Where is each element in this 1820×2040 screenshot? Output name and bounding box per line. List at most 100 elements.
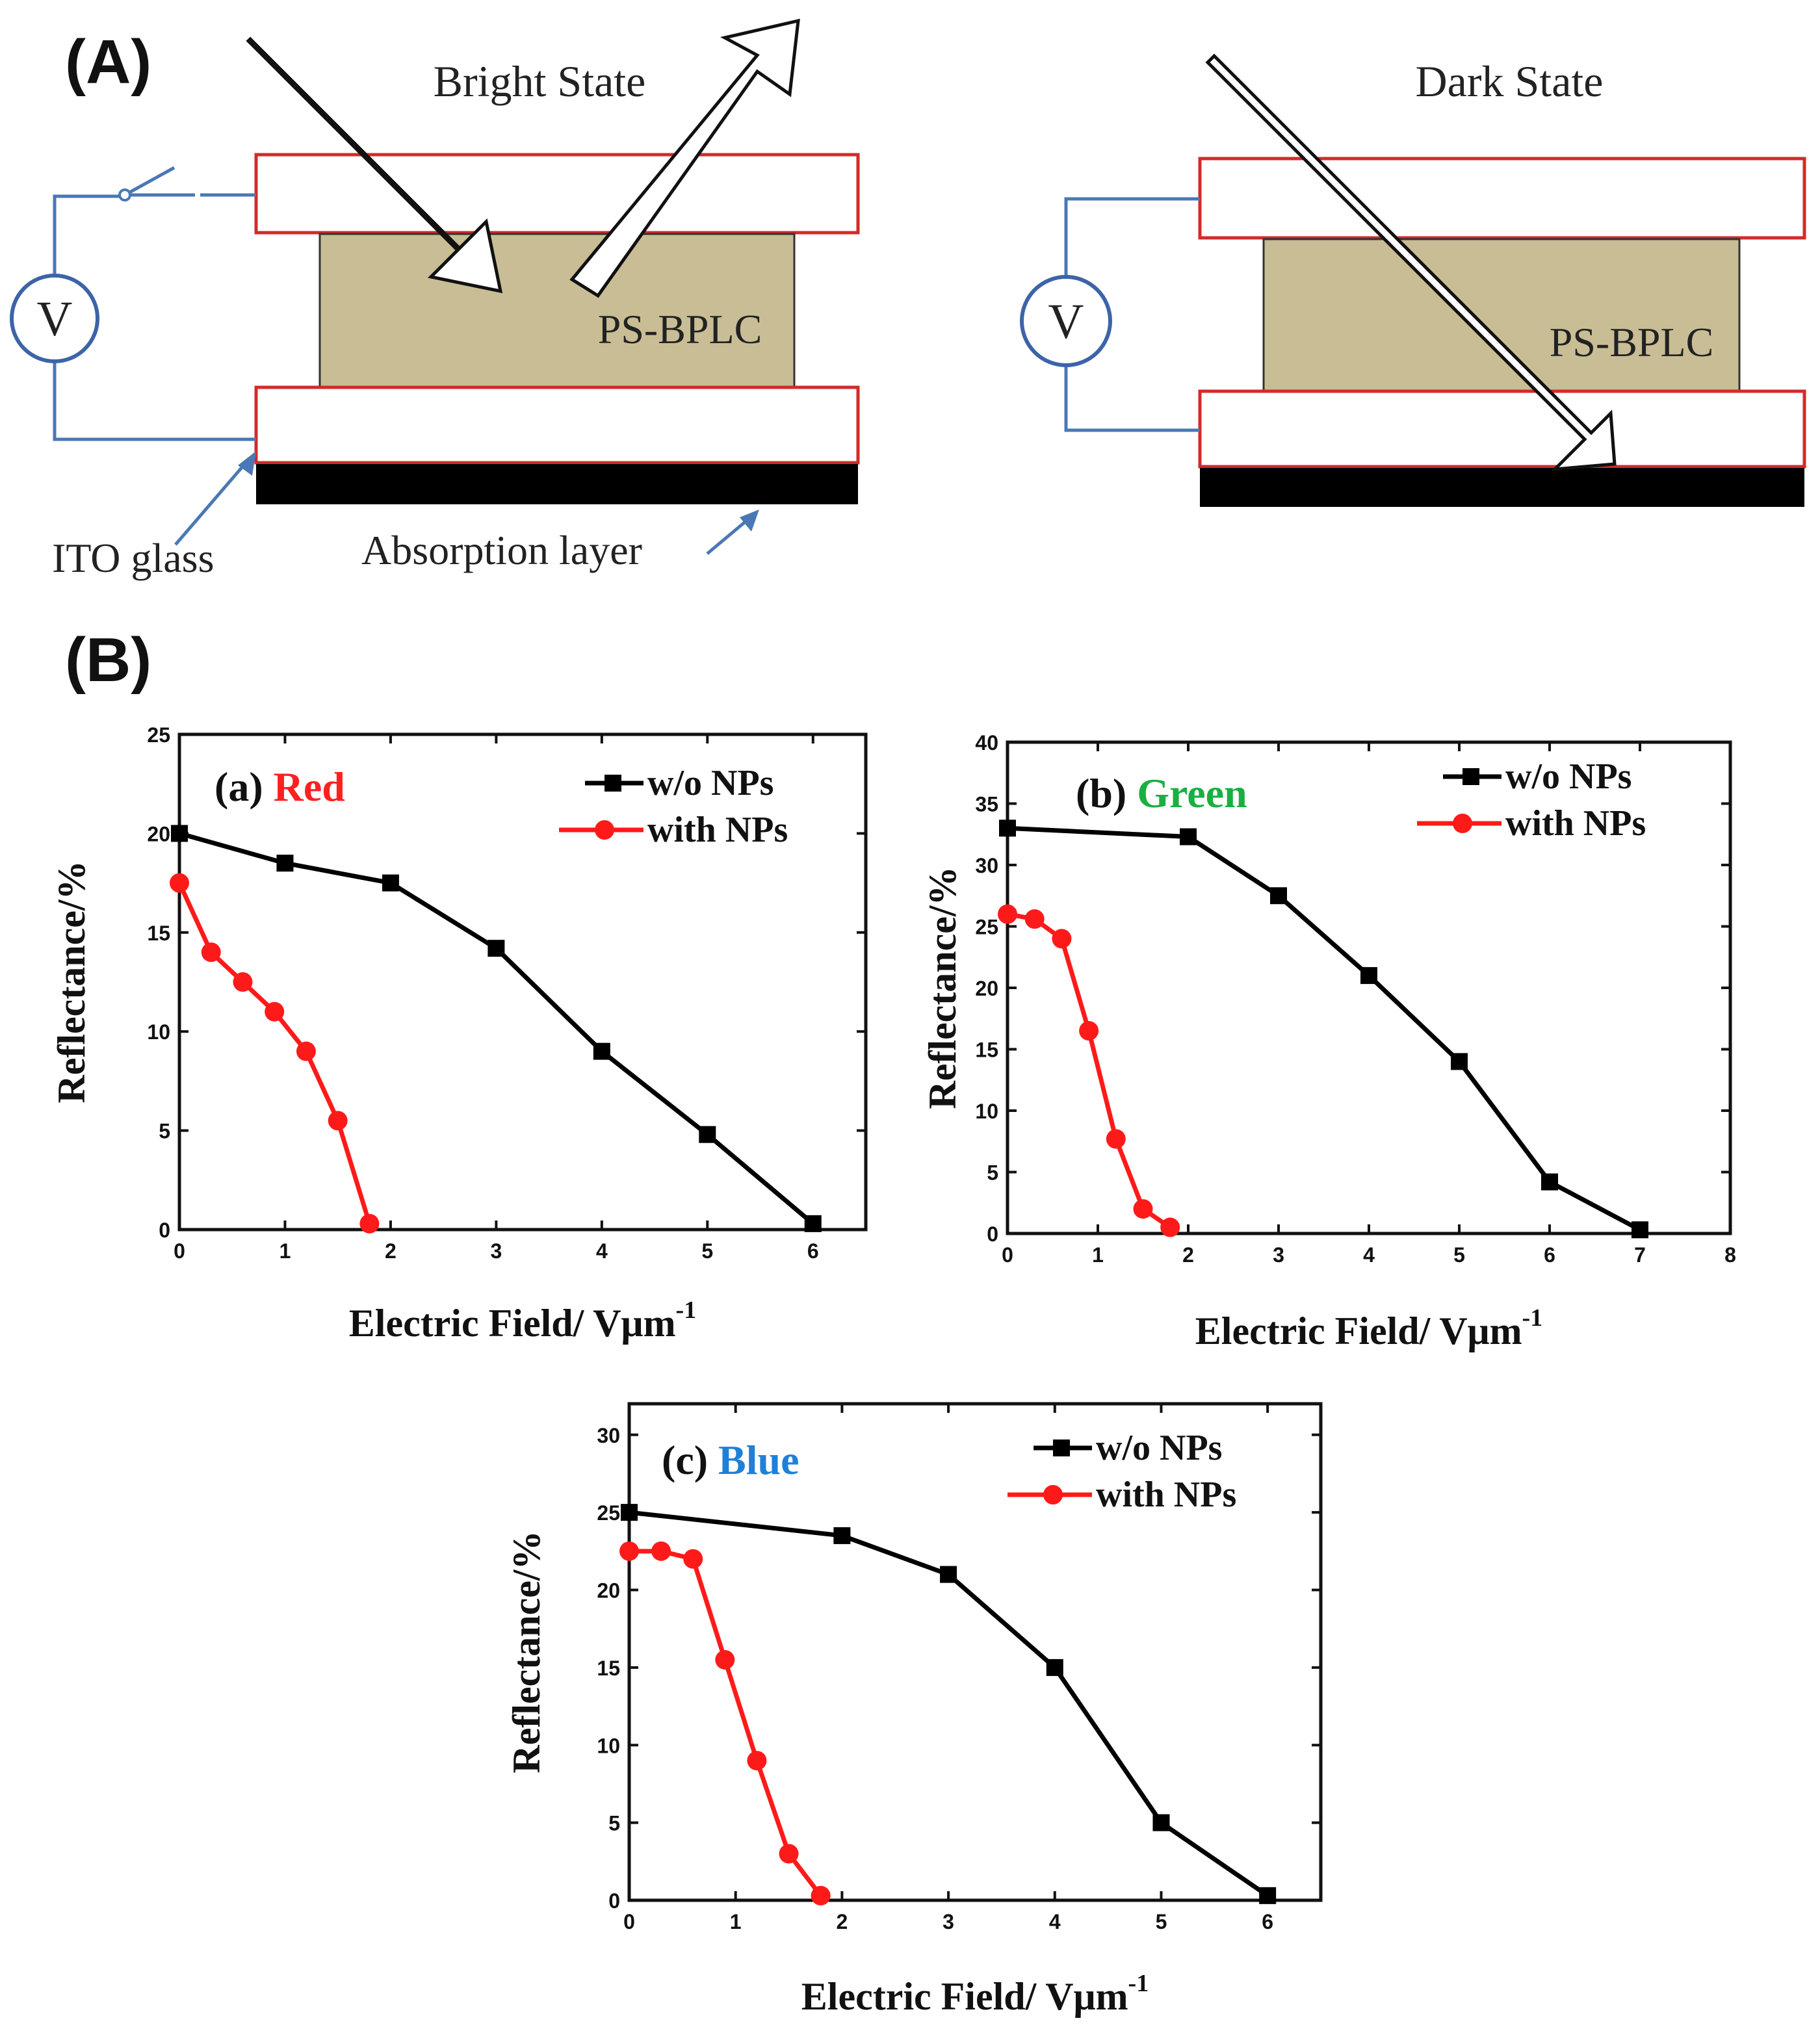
x-tick-label: 4	[1049, 1910, 1061, 1933]
bottom-ito-glass	[254, 385, 860, 465]
x-tick-label: 5	[1156, 1910, 1167, 1933]
legend-label: w/o NPs	[647, 763, 774, 803]
data-point-circle	[747, 1751, 767, 1771]
series-line-with-nps	[1007, 912, 1172, 1230]
y-tick-label: 30	[975, 854, 998, 877]
x-tick-label: 6	[1262, 1910, 1273, 1933]
bright-state-title: Bright State	[434, 57, 646, 106]
data-point-circle	[619, 1541, 639, 1561]
data-point-square	[804, 1215, 822, 1232]
chart-title: (b) Green	[1076, 770, 1247, 816]
data-point-square	[1180, 828, 1197, 846]
data-point-square	[1152, 1814, 1170, 1831]
absorption-pointer-arrowhead	[740, 510, 759, 532]
data-point-square	[833, 1527, 851, 1544]
x-tick-label: 0	[174, 1239, 185, 1263]
legend-label: w/o NPs	[1096, 1428, 1222, 1468]
y-tick-label: 25	[597, 1501, 620, 1525]
ps-bplc-label: PS-BPLC	[598, 306, 762, 352]
reflected-light-arrow	[569, 18, 800, 298]
data-point-square	[171, 825, 188, 842]
x-tick-label: 4	[1363, 1243, 1375, 1267]
data-point-square	[1541, 1173, 1558, 1191]
series-line-without-nps	[629, 1510, 1269, 1898]
chart-blue: 0 1 2 3 4 5 6 0 5 10 15 20 25 30 Electric Field/ Vμm-1…	[505, 1402, 1323, 2018]
chart-green: 0 1 2 3 4 5 6 7 8 0 5 10 15 20 25 30 35 40 Electric Field/…	[921, 731, 1736, 1352]
ito-glass-label: ITO glass	[52, 535, 214, 581]
series-line-without-nps	[179, 831, 815, 1226]
data-point-square	[1451, 1053, 1468, 1070]
x-tick-label: 1	[1092, 1243, 1104, 1267]
chart-title-color-word: Green	[1137, 770, 1247, 816]
data-point-circle	[201, 942, 221, 962]
data-point-circle	[683, 1549, 703, 1569]
data-point-circle	[328, 1111, 348, 1131]
y-tick-label: 35	[975, 793, 998, 816]
chart-red: 0 1 2 3 4 5 6 0 5 10 15 20 25 Electric Field/ Vμm-1 Re…	[50, 723, 868, 1345]
chart-title: (a) Red	[214, 764, 345, 810]
absorption-pointer-line	[706, 519, 749, 555]
legend-label: with NPs	[1505, 803, 1646, 844]
y-tick-label: 15	[147, 922, 170, 945]
panel-label-a: (A)	[65, 27, 151, 97]
y-tick-label: 15	[975, 1039, 998, 1062]
y-tick-label: 30	[597, 1424, 620, 1447]
x-tick-label: 0	[623, 1910, 635, 1933]
data-point-square	[488, 940, 505, 957]
chart-title-prefix: (b)	[1076, 770, 1137, 816]
x-axis-title-main: Electric Field/ Vμm	[1195, 1310, 1522, 1352]
circuit-wire-bottom-dark	[1064, 364, 1200, 432]
series-line-with-nps	[629, 1549, 823, 1897]
legend-marker-square	[1462, 768, 1479, 785]
y-tick-label: 10	[147, 1020, 170, 1044]
circuit-wire-top	[53, 193, 195, 286]
ps-bplc-label-dark: PS-BPLC	[1550, 319, 1714, 365]
ito-pointer-arrowhead	[238, 451, 256, 476]
circuit-wire-top-dark	[1064, 197, 1200, 279]
x-tick-label: 1	[730, 1910, 742, 1933]
y-tick-label: 0	[608, 1889, 620, 1913]
y-tick-label: 40	[975, 731, 998, 755]
data-point-circle	[998, 904, 1017, 924]
data-point-square	[1360, 967, 1377, 985]
ps-bplc-layer	[318, 233, 796, 389]
voltage-symbol: V	[37, 292, 73, 346]
y-tick-label: 25	[147, 723, 170, 747]
data-point-circle	[170, 873, 189, 893]
x-tick-label: 1	[280, 1239, 291, 1263]
y-tick-label: 25	[975, 916, 998, 939]
y-tick-label: 20	[975, 977, 998, 1000]
y-tick-label: 5	[159, 1120, 170, 1143]
bottom-ito-glass-dark	[1198, 389, 1806, 469]
x-tick-label: 8	[1724, 1243, 1736, 1267]
switch-contact	[118, 188, 131, 201]
x-axis-title-superscript: -1	[676, 1297, 697, 1324]
x-tick-label: 5	[1453, 1243, 1465, 1267]
chart-title-prefix: (a)	[214, 764, 274, 810]
data-point-square	[940, 1566, 957, 1583]
plot-frame	[177, 732, 868, 1232]
data-point-circle	[1133, 1199, 1153, 1219]
data-point-circle	[1106, 1129, 1126, 1149]
incident-light-arrow	[246, 36, 503, 294]
chart-title-prefix: (c)	[662, 1437, 718, 1483]
y-axis-title: Reflectance/%	[50, 860, 93, 1103]
circuit-wire-bottom	[53, 351, 256, 441]
x-tick-label: 7	[1634, 1243, 1646, 1267]
legend-marker-circle	[1453, 814, 1472, 833]
data-point-square	[999, 820, 1016, 837]
y-tick-label: 15	[597, 1657, 620, 1680]
y-tick-label: 10	[597, 1734, 620, 1757]
x-axis-title-superscript: -1	[1128, 1970, 1149, 1997]
data-point-circle	[1079, 1021, 1099, 1041]
dark-state-title: Dark State	[1416, 57, 1604, 106]
x-tick-label: 6	[807, 1239, 819, 1263]
data-point-circle	[715, 1649, 735, 1670]
legend-marker-circle	[1043, 1485, 1063, 1504]
x-tick-label: 2	[836, 1910, 848, 1933]
absorbed-light-arrow	[1205, 53, 1617, 472]
voltage-source-icon	[10, 274, 99, 363]
x-axis-title: Electric Field/ Vμm-1	[801, 1970, 1149, 2018]
data-point-circle	[233, 972, 253, 992]
ps-bplc-layer-dark	[1262, 238, 1741, 393]
